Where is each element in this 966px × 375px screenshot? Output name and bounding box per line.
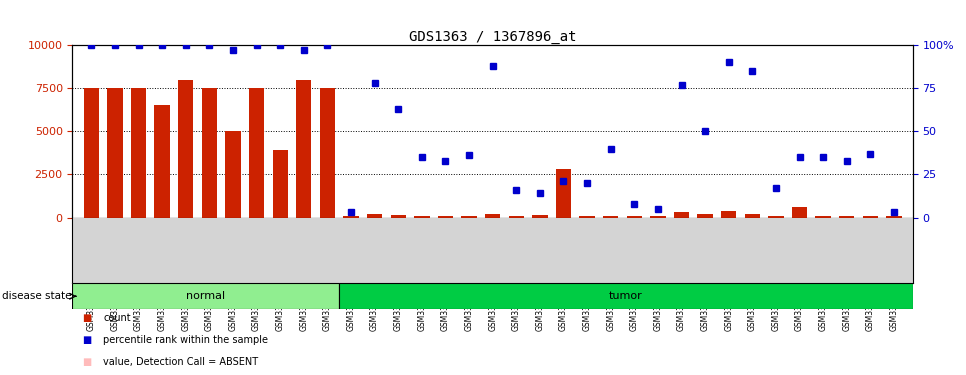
Text: count: count [103, 313, 131, 323]
Bar [532, 215, 548, 217]
Bar [485, 214, 500, 217]
Bar [72, 283, 339, 309]
Text: ■: ■ [82, 357, 92, 367]
Text: disease state: disease state [2, 291, 71, 301]
Text: tumor: tumor [610, 291, 643, 301]
Bar [792, 207, 808, 218]
Bar [768, 216, 783, 217]
Bar [887, 216, 901, 217]
Bar [815, 216, 831, 217]
Bar [343, 216, 358, 217]
Bar [107, 88, 123, 218]
Bar [438, 216, 453, 217]
Bar [580, 216, 595, 217]
Bar [225, 131, 241, 218]
Bar [650, 216, 666, 217]
Bar [297, 80, 311, 218]
Bar [202, 88, 217, 218]
Bar [272, 150, 288, 217]
Bar [508, 216, 524, 217]
Bar [697, 214, 713, 217]
Title: GDS1363 / 1367896_at: GDS1363 / 1367896_at [409, 30, 577, 44]
Text: ■: ■ [82, 335, 92, 345]
Bar [339, 283, 913, 309]
Text: value, Detection Call = ABSENT: value, Detection Call = ABSENT [103, 357, 259, 367]
Bar [627, 216, 642, 217]
Bar [839, 216, 855, 217]
Bar [414, 216, 430, 217]
Text: ■: ■ [82, 313, 92, 323]
Bar [721, 211, 736, 218]
Text: normal: normal [186, 291, 225, 301]
Bar [178, 80, 193, 218]
Bar [462, 216, 477, 217]
Bar [390, 215, 406, 217]
Bar [745, 214, 760, 217]
Bar [130, 88, 146, 218]
Bar [863, 216, 878, 217]
Bar [249, 88, 265, 218]
Bar [555, 169, 571, 217]
Bar [367, 214, 383, 217]
Bar [603, 216, 618, 217]
Bar [84, 88, 99, 218]
Bar [674, 212, 689, 217]
Bar [320, 88, 335, 218]
Text: percentile rank within the sample: percentile rank within the sample [103, 335, 269, 345]
Bar [155, 105, 170, 218]
